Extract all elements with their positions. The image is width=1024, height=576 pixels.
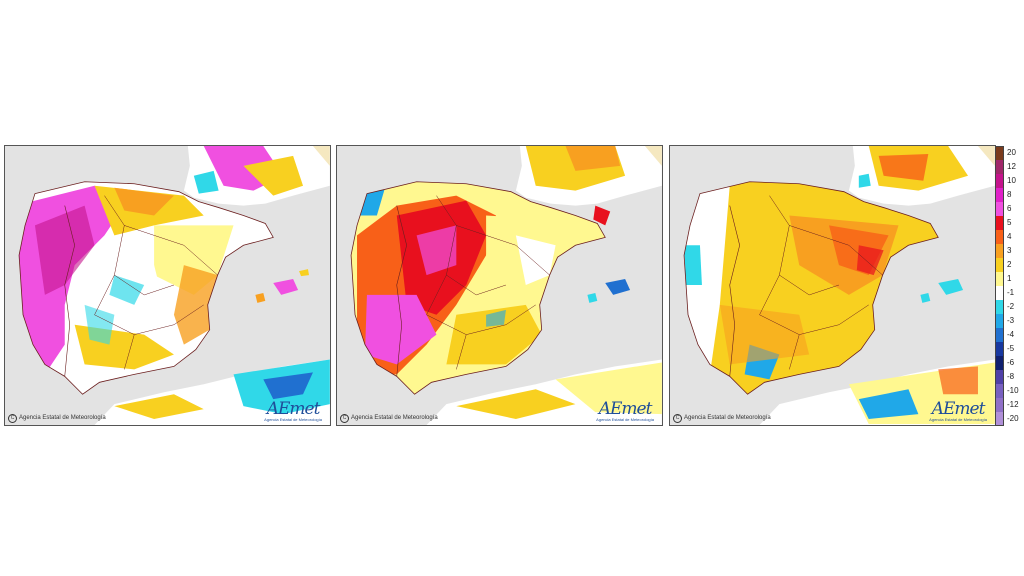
legend-label: 8 — [1007, 190, 1012, 199]
legend-label: -12 — [1007, 400, 1019, 409]
legend-label: -8 — [1007, 372, 1015, 381]
legend-swatch — [995, 412, 1004, 426]
legend-label: -10 — [1007, 386, 1019, 395]
legend-label: -2 — [1007, 302, 1015, 311]
legend-swatch — [995, 314, 1004, 328]
legend-swatch — [995, 370, 1004, 384]
legend-label: -6 — [1007, 358, 1015, 367]
aemet-logo: AEmet Agencia Estatal de Meteorología — [264, 399, 322, 423]
legend-label: -5 — [1007, 344, 1015, 353]
legend-label: 1 — [1007, 274, 1012, 283]
legend-swatch — [995, 398, 1004, 412]
legend-label: 2 — [1007, 260, 1012, 269]
legend-swatch — [995, 160, 1004, 174]
legend-label: -20 — [1007, 414, 1019, 423]
legend-label: 6 — [1007, 204, 1012, 213]
legend-swatch — [995, 216, 1004, 230]
legend-label: 5 — [1007, 218, 1012, 227]
map-panel-2: C Agencia Estatal de Meteorología AEmet A… — [336, 145, 663, 426]
legend-label: 10 — [1007, 176, 1016, 185]
legend-swatch — [995, 188, 1004, 202]
legend-label: -4 — [1007, 330, 1015, 339]
legend-swatch — [995, 202, 1004, 216]
temperature-anomaly-map-2 — [350, 146, 662, 425]
copyright-credit: C Agencia Estatal de Meteorología — [673, 414, 771, 423]
temperature-anomaly-map-1 — [18, 146, 330, 425]
legend-label: 4 — [1007, 232, 1012, 241]
legend-swatch — [995, 174, 1004, 188]
color-scale-legend: 20 12 10 8 6 5 4 3 2 1 -1 -2 -3 -4 -5 -6 -8 -10 -12 -20 — [995, 146, 1023, 426]
legend-swatch — [995, 286, 1004, 300]
temperature-anomaly-map-3 — [683, 146, 995, 425]
aemet-logo: AEmet Agencia Estatal de Meteorología — [929, 399, 987, 423]
copyright-credit: C Agencia Estatal de Meteorología — [340, 414, 438, 423]
copyright-credit: C Agencia Estatal de Meteorología — [8, 414, 106, 423]
legend-label: 12 — [1007, 162, 1016, 171]
legend-swatch — [995, 342, 1004, 356]
legend-swatch — [995, 272, 1004, 286]
map-panel-3: C Agencia Estatal de Meteorología AEmet A… — [669, 145, 996, 426]
map-panel-1: C Agencia Estatal de Meteorología AEmet A… — [4, 145, 331, 426]
legend-swatch — [995, 356, 1004, 370]
legend-label: -3 — [1007, 316, 1015, 325]
aemet-logo: AEmet Agencia Estatal de Meteorología — [596, 399, 654, 423]
legend-swatch — [995, 244, 1004, 258]
legend-swatch — [995, 230, 1004, 244]
legend-label: 20 — [1007, 148, 1016, 157]
legend-label: 3 — [1007, 246, 1012, 255]
legend-swatch — [995, 328, 1004, 342]
legend-swatch — [995, 146, 1004, 160]
legend-swatch — [995, 300, 1004, 314]
legend-swatch — [995, 384, 1004, 398]
legend-swatch — [995, 258, 1004, 272]
legend-label: -1 — [1007, 288, 1015, 297]
